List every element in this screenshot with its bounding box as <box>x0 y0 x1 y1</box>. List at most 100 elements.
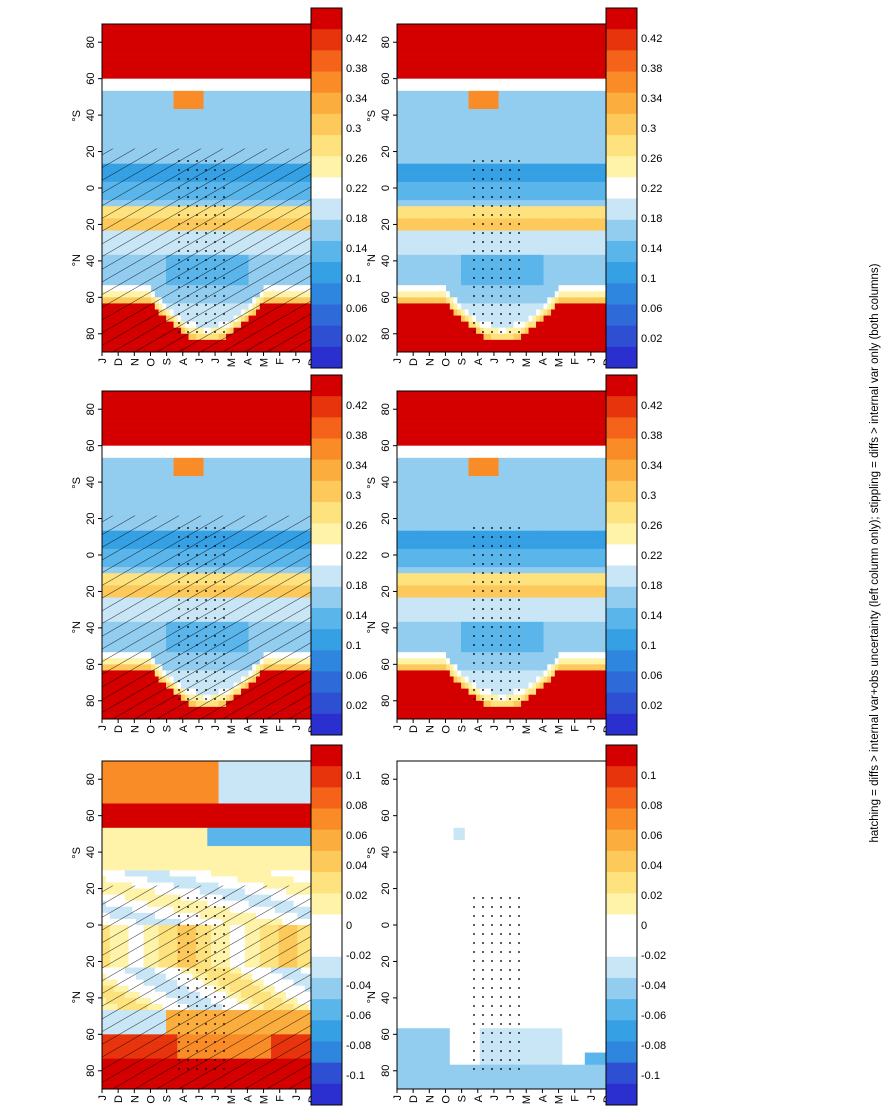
heatmap-cell <box>226 403 230 409</box>
heatmap-cell <box>256 66 260 72</box>
heatmap-cell <box>181 482 185 488</box>
heatmap-cell <box>136 133 140 139</box>
heatmap-cell <box>185 458 189 464</box>
heatmap-cell <box>230 133 234 139</box>
heatmap-cell <box>188 121 192 127</box>
heatmap-cell <box>230 409 234 415</box>
heatmap-cell <box>203 42 207 48</box>
heatmap-cell <box>222 103 226 109</box>
heatmap-cell <box>275 421 279 427</box>
heatmap-cell <box>215 139 219 145</box>
heatmap-cell <box>218 78 222 84</box>
heatmap-cell <box>218 433 222 439</box>
heatmap-cell <box>267 48 271 54</box>
heatmap-cell <box>282 84 286 90</box>
heatmap-cell <box>215 482 219 488</box>
heatmap-cell <box>233 451 237 457</box>
heatmap-cell <box>185 97 189 103</box>
heatmap-cell <box>263 60 267 66</box>
heatmap-cell <box>110 66 114 72</box>
heatmap-cell <box>230 54 234 60</box>
heatmap-cell <box>188 470 192 476</box>
heatmap-cell <box>301 433 305 439</box>
heatmap-cell <box>275 133 279 139</box>
heatmap-cell <box>136 115 140 121</box>
heatmap-cell <box>113 121 117 127</box>
heatmap-cell <box>117 24 121 30</box>
heatmap-cell <box>192 506 196 512</box>
heatmap-cell <box>106 42 110 48</box>
heatmap-cell <box>181 97 185 103</box>
heatmap-cell <box>241 109 245 115</box>
heatmap-cell <box>297 482 301 488</box>
heatmap-cell <box>136 30 140 36</box>
heatmap-cell <box>252 488 256 494</box>
heatmap-cell <box>275 72 279 78</box>
heatmap-cell <box>297 439 301 445</box>
heatmap-cell <box>301 84 305 90</box>
heatmap-cell <box>117 36 121 42</box>
heatmap-cell <box>286 421 290 427</box>
heatmap-cell <box>136 72 140 78</box>
heatmap-cell <box>222 42 226 48</box>
colorbar: 0.420.380.340.30.260.220.180.140.10.060.… <box>311 8 367 369</box>
heatmap-cell <box>237 78 241 84</box>
heatmap-cell <box>102 42 106 48</box>
heatmap-cell <box>297 421 301 427</box>
heatmap-cell <box>211 84 215 90</box>
heatmap-cell <box>260 433 264 439</box>
heatmap-cell <box>245 403 249 409</box>
heatmap-cell <box>173 66 177 72</box>
heatmap-cell <box>230 506 234 512</box>
heatmap-cell <box>241 84 245 90</box>
heatmap-cell <box>117 42 121 48</box>
heatmap-cell <box>282 115 286 121</box>
colorbar-swatch <box>311 8 342 30</box>
heatmap-cell <box>185 103 189 109</box>
heatmap-cell <box>245 391 249 397</box>
heatmap-cell <box>282 500 286 506</box>
heatmap-cell <box>252 397 256 403</box>
heatmap-cell <box>252 127 256 133</box>
colorbar-swatch <box>311 114 342 136</box>
heatmap-cell <box>181 42 185 48</box>
heatmap-cell <box>211 391 215 397</box>
heatmap-cell <box>263 103 267 109</box>
heatmap-cell <box>248 439 252 445</box>
heatmap-cell <box>117 66 121 72</box>
heatmap-cell <box>102 127 106 133</box>
heatmap-cell <box>278 415 282 421</box>
heatmap-cell <box>110 121 114 127</box>
heatmap-cell <box>260 488 264 494</box>
heatmap-cell <box>282 97 286 103</box>
heatmap-cell <box>162 103 166 109</box>
heatmap-cell <box>256 476 260 482</box>
heatmap-cell <box>260 506 264 512</box>
heatmap-cell <box>301 127 305 133</box>
heatmap-cell <box>293 500 297 506</box>
heatmap-cell <box>301 500 305 506</box>
heatmap-cell <box>241 127 245 133</box>
heatmap-cell <box>200 470 204 476</box>
y-tick-label: 40 <box>85 109 97 121</box>
heatmap-cell <box>293 476 297 482</box>
heatmap-cell <box>256 506 260 512</box>
heatmap-cell <box>211 409 215 415</box>
heatmap-cell <box>252 464 256 470</box>
heatmap-cell <box>140 84 144 90</box>
heatmap-cell <box>290 439 294 445</box>
heatmap-cell <box>173 60 177 66</box>
heatmap-cell <box>218 409 222 415</box>
heatmap-cell <box>143 54 147 60</box>
heatmap-cell <box>263 72 267 78</box>
heatmap-cell <box>125 121 129 127</box>
heatmap-cell <box>177 127 181 133</box>
heatmap-cell <box>200 127 204 133</box>
heatmap-cell <box>140 30 144 36</box>
heatmap-cell <box>218 115 222 121</box>
heatmap-cell <box>188 103 192 109</box>
heatmap-cell <box>282 391 286 397</box>
heatmap-cell <box>301 48 305 54</box>
heatmap-cell <box>211 427 215 433</box>
heatmap-cell <box>121 139 125 145</box>
